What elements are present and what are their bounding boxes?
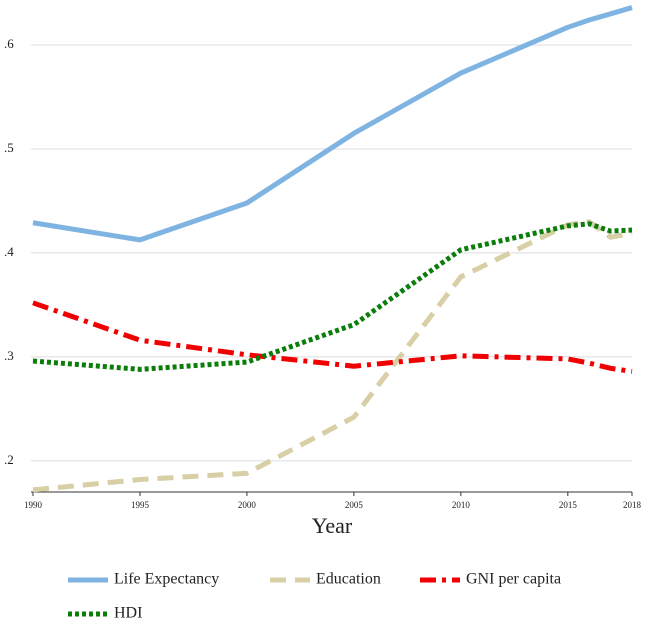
- y-tick-label: .6: [4, 36, 14, 51]
- series-line: [32, 5, 633, 243]
- legend-label: HDI: [114, 605, 142, 622]
- series-line: [32, 219, 633, 493]
- legend-label: Life Expectancy: [114, 571, 219, 588]
- x-tick-label: 2018: [623, 500, 642, 510]
- x-tick-label: 2005: [345, 500, 364, 510]
- legend-label: Education: [316, 571, 381, 588]
- x-tick-label: 2010: [452, 500, 471, 510]
- x-tick-label: 1990: [24, 500, 43, 510]
- y-tick-label: .4: [4, 244, 14, 259]
- series-line: [32, 300, 633, 374]
- y-tick-label: .3: [4, 348, 14, 363]
- series-line: [32, 221, 633, 372]
- y-tick-label: .2: [4, 452, 14, 467]
- legend-label: GNI per capita: [466, 571, 561, 588]
- x-tick-label: 1995: [131, 500, 150, 510]
- x-tick-label: 2015: [559, 500, 578, 510]
- x-axis-title: Year: [312, 513, 353, 538]
- y-tick-label: .5: [4, 140, 14, 155]
- x-tick-label: 2000: [238, 500, 257, 510]
